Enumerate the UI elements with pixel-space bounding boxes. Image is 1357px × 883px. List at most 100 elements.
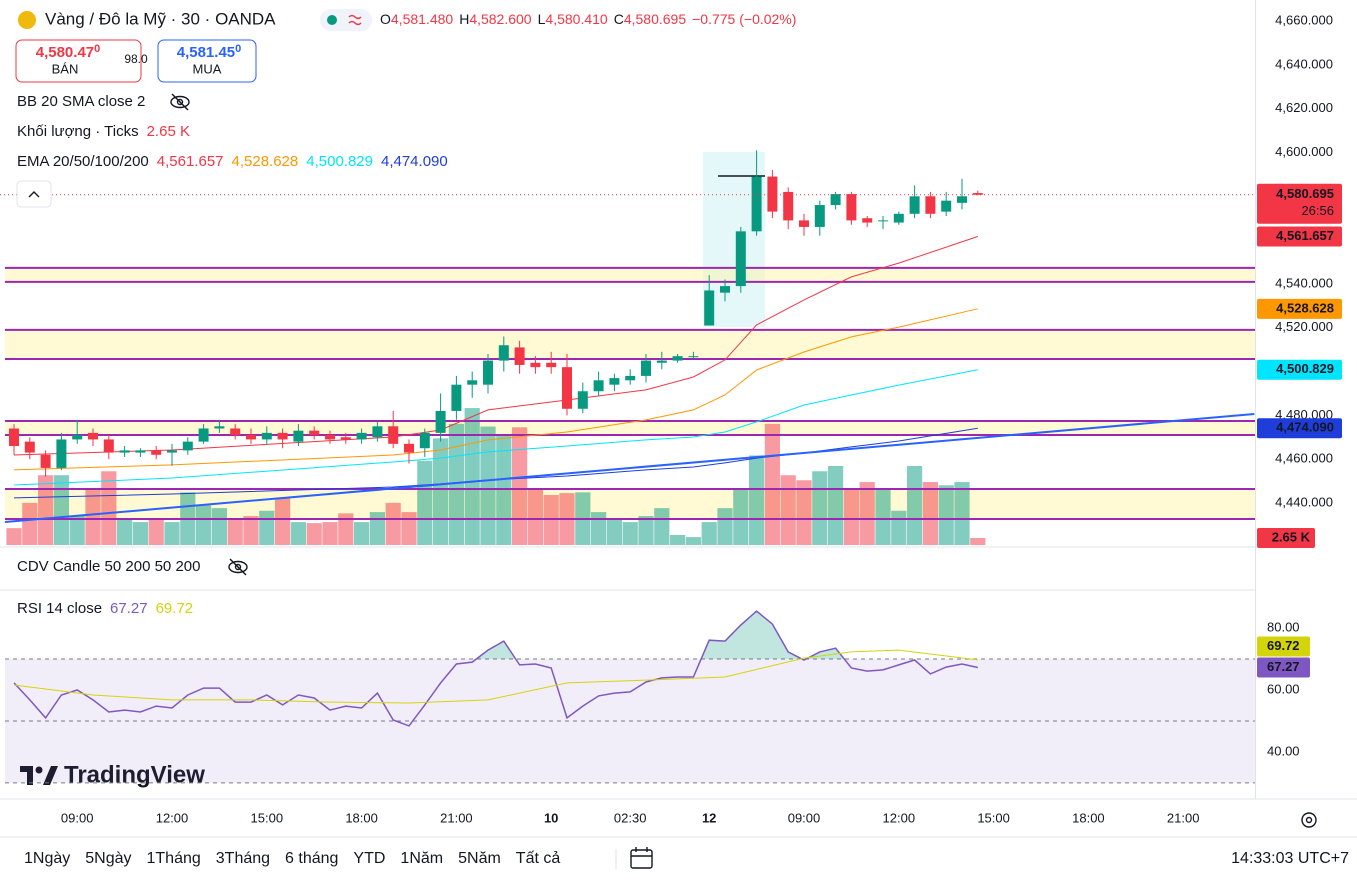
candle-body — [530, 362, 541, 368]
logo-mark — [20, 766, 58, 785]
x-tick-label: 18:00 — [345, 810, 378, 825]
candle-body — [767, 176, 778, 212]
ohlc-value: 4,582.600 — [469, 11, 531, 27]
buy-label: MUA — [193, 61, 222, 76]
volume-bar — [606, 519, 622, 545]
settings-icon[interactable] — [1301, 812, 1317, 828]
y-tick-label: 4,600.000 — [1275, 144, 1333, 159]
candle-body — [182, 441, 193, 451]
candle-body — [799, 220, 809, 227]
candle-body — [577, 391, 588, 409]
candle-body — [688, 356, 699, 358]
volume-bar — [970, 538, 986, 545]
bb-legend[interactable]: BB 20 SMA close 2 — [17, 93, 145, 110]
volume-bar — [922, 482, 938, 545]
rsi-line — [13, 649, 978, 704]
overbought-fill — [14, 611, 978, 660]
volume-bar — [85, 489, 101, 545]
candle-body — [830, 194, 841, 206]
volume-bar — [907, 466, 923, 545]
candle-body — [356, 432, 367, 440]
buy-button[interactable] — [157, 39, 257, 83]
x-tick-label: 21:00 — [440, 810, 473, 825]
ema-line — [13, 236, 978, 456]
volume-bar — [196, 505, 212, 545]
rsi-badge — [1257, 657, 1310, 678]
ema-legend-value: 4,474.090 — [381, 153, 448, 170]
candle-body — [309, 430, 320, 436]
rsi-line — [13, 610, 978, 727]
price-change: −0.775 (−0.02%) — [692, 11, 796, 27]
y-tick-label: 4,520.000 — [1275, 319, 1333, 334]
candle-body — [720, 286, 730, 293]
range-button[interactable]: 1Tháng — [147, 850, 201, 867]
rsi-legend-value: 69.72 — [156, 600, 194, 617]
range-button[interactable]: 5Năm — [458, 850, 501, 867]
volume-bar — [638, 516, 654, 545]
range-button[interactable]: 5Ngày — [85, 850, 131, 867]
rsi-legend[interactable]: RSI 14 close 67.27 69.72 — [17, 600, 193, 617]
volume-bar — [53, 475, 69, 545]
ema-line — [13, 427, 978, 499]
x-tick-label: 12:00 — [883, 810, 916, 825]
volume-badge-label: 2.65 K — [1272, 529, 1311, 544]
spread: 98.0 — [124, 52, 148, 66]
volume-bar — [275, 497, 291, 545]
range-button[interactable]: Tất cả — [516, 850, 561, 867]
range-button[interactable]: 1Năm — [400, 850, 443, 867]
cdv-legend[interactable]: CDV Candle 50 200 50 200 — [17, 558, 200, 575]
candle-body — [514, 347, 525, 365]
candle-body — [878, 220, 888, 222]
range-button[interactable]: 6 tháng — [285, 850, 338, 867]
x-tick-label: 18:00 — [1072, 810, 1105, 825]
date-range-icon[interactable] — [630, 847, 653, 869]
ema-legend[interactable]: EMA 20/50/100/200 4,561.657 4,528.628 4,500… — [17, 153, 448, 170]
ohlc-value: 4,580.410 — [545, 11, 607, 27]
zone-fill — [5, 267, 1255, 282]
y-tick-label: 4,540.000 — [1275, 275, 1333, 290]
volume-bar — [938, 485, 954, 545]
sell-price-sup: 0 — [94, 43, 100, 55]
volume-bar — [101, 471, 117, 545]
candle-body — [862, 218, 873, 223]
status-pill[interactable] — [320, 9, 372, 31]
candle-body — [293, 430, 304, 442]
sell-price: 4,580.470 — [36, 43, 101, 61]
range-button[interactable]: 1Ngày — [24, 850, 70, 867]
volume-bar — [685, 537, 701, 545]
volume-bar — [701, 522, 717, 545]
y-tick-label: 4,640.000 — [1275, 56, 1333, 71]
x-tick-label: 12 — [702, 810, 716, 825]
volume-bar — [132, 522, 148, 545]
ohlc-key: L — [538, 11, 546, 27]
hidden-icon[interactable] — [228, 558, 248, 576]
candle-body — [404, 443, 414, 453]
candle-body — [735, 231, 746, 287]
candle-body — [230, 428, 241, 436]
range-button[interactable]: YTD — [353, 850, 385, 867]
candle-body — [609, 378, 620, 385]
sell-button[interactable] — [15, 39, 142, 83]
ema-legend-value: 4,528.628 — [232, 153, 299, 170]
volume-bar — [417, 460, 433, 545]
candle-body — [783, 191, 794, 221]
volume-bar — [654, 508, 670, 545]
collapse-legend-button[interactable] — [16, 180, 52, 208]
candle-body — [40, 454, 51, 468]
ema-badge-label: 4,561.657 — [1276, 228, 1334, 243]
candle-body — [704, 290, 715, 326]
logo-mark — [35, 766, 43, 774]
hidden-icon[interactable] — [170, 93, 190, 111]
candle-body — [372, 426, 383, 438]
ohlc-key: C — [614, 11, 624, 27]
y-tick-label: 40.00 — [1267, 743, 1300, 758]
volume-bar — [733, 489, 749, 545]
ema-badge-label: 4,500.829 — [1276, 361, 1334, 376]
volume-bar — [306, 523, 322, 545]
volume-badge — [1257, 528, 1315, 549]
volume-legend[interactable]: Khối lượng · Ticks 2.65 K — [17, 123, 190, 140]
range-button[interactable]: 3Tháng — [216, 850, 270, 867]
volume-bar — [954, 482, 970, 545]
volume-bar — [796, 480, 812, 545]
